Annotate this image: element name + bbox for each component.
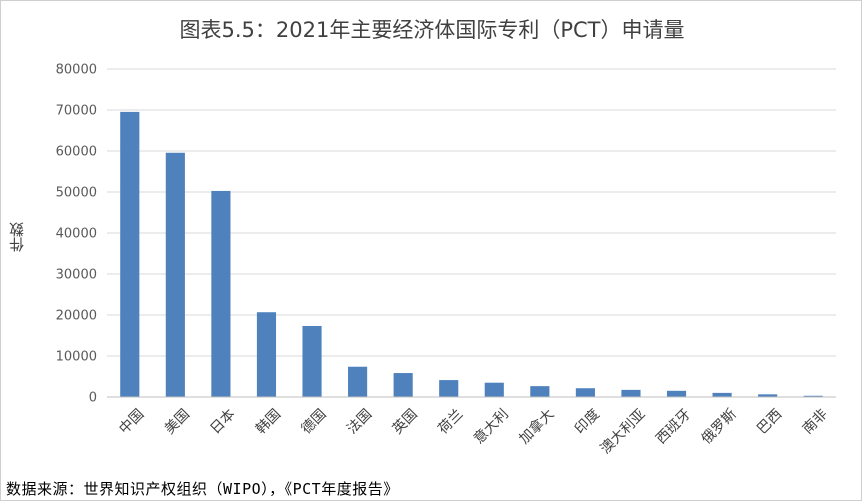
x-tick-label: 印度: [572, 406, 603, 437]
bar: [575, 388, 595, 397]
x-tick-label: 南非: [800, 406, 831, 437]
x-tick-label: 中国: [116, 406, 147, 437]
bar: [621, 389, 641, 397]
bar: [484, 382, 504, 397]
x-tick-label: 法国: [344, 406, 375, 437]
bar: [393, 373, 413, 397]
x-tick-label: 澳大利亚: [598, 406, 649, 457]
chart-title: 图表5.5：2021年主要经济体国际专利（PCT）申请量: [179, 18, 685, 42]
bar: [211, 190, 231, 397]
bar: [530, 386, 550, 397]
bar: [256, 312, 277, 397]
x-tick-label: 美国: [162, 406, 193, 437]
y-tick-label: 70000: [56, 104, 97, 119]
x-tick-label: 英国: [389, 406, 421, 438]
y-tick-label: 60000: [56, 145, 97, 160]
bar: [666, 390, 687, 397]
x-tick-label: 西班牙: [653, 406, 694, 447]
x-tick-label: 加拿大: [516, 406, 558, 448]
bar: [758, 394, 778, 397]
y-tick-label: 30000: [56, 268, 97, 283]
y-tick-label: 20000: [56, 309, 97, 324]
x-tick-label: 日本: [207, 406, 238, 437]
source-note: 数据来源：世界知识产权组织（WIPO），《PCT年度报告》: [6, 480, 399, 498]
bar: [165, 152, 185, 397]
x-tick-label: 巴西: [754, 406, 785, 437]
y-tick-label: 80000: [56, 63, 97, 78]
x-tick-label: 意大利: [470, 406, 512, 448]
y-tick-label: 40000: [56, 227, 97, 242]
bar: [803, 395, 823, 397]
y-tick-label: 0: [89, 391, 97, 406]
bar: [348, 366, 368, 397]
bar: [439, 380, 459, 397]
y-tick-label: 10000: [56, 350, 97, 365]
x-tick-label: 俄罗斯: [699, 406, 740, 447]
y-tick-label: 50000: [56, 186, 97, 201]
bar: [302, 325, 322, 397]
bar: [120, 111, 140, 398]
x-tick-label: 荷兰: [435, 406, 466, 437]
x-tick-label: 韩国: [253, 406, 284, 437]
bar: [712, 392, 732, 397]
x-tick-label: 德国: [299, 406, 330, 437]
